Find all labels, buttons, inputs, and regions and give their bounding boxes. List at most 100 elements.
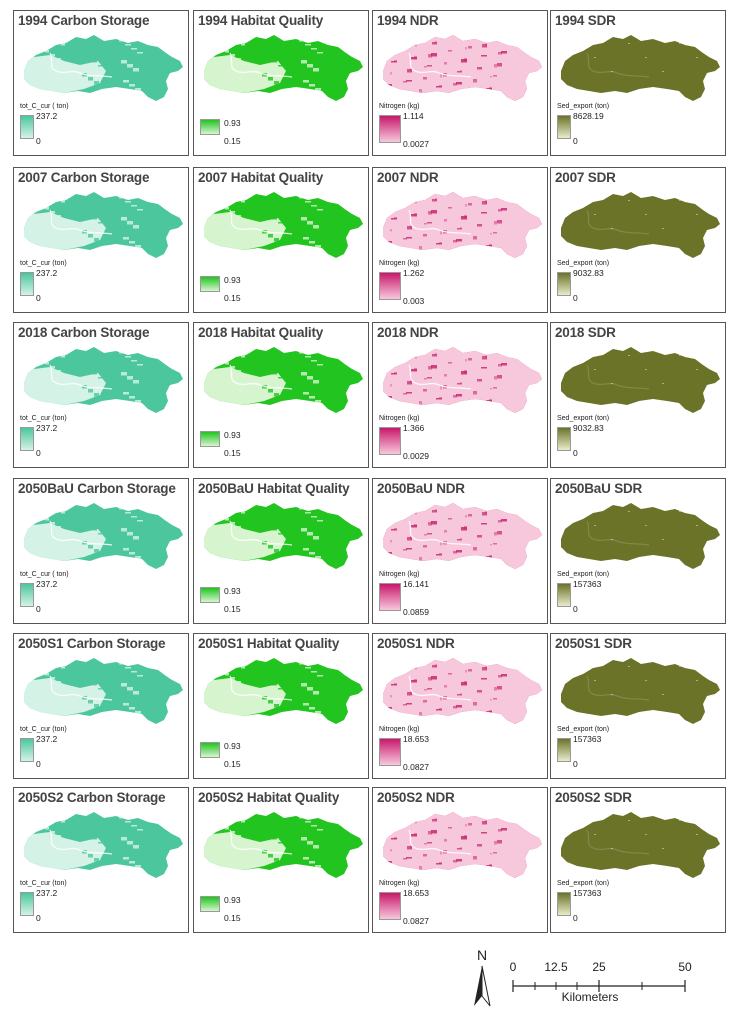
texture-patch [164, 244, 167, 246]
legend-label: Nitrogen (kg) [379, 571, 420, 578]
texture-patch [53, 386, 57, 388]
texture-patch [125, 821, 131, 823]
texture-patch [45, 50, 49, 53]
legend-color-ramp [200, 276, 220, 292]
texture-patch [315, 400, 321, 403]
scale-bar: 0 12.5 25 50 Kilometers [505, 960, 695, 1020]
texture-patch [468, 823, 472, 826]
texture-patch [84, 561, 89, 564]
watershed-area [561, 35, 720, 101]
texture-patch [407, 846, 412, 850]
texture-patch [440, 386, 442, 390]
texture-patch [385, 507, 387, 509]
texture-patch [303, 80, 309, 83]
texture-patch [427, 688, 432, 690]
texture-patch [45, 207, 49, 210]
texture-patch [264, 716, 269, 719]
sdr-map [561, 812, 720, 878]
texture-patch [26, 816, 29, 818]
texture-patch [502, 40, 507, 42]
legend-max-value: 237.2 [36, 579, 58, 589]
texture-patch [307, 221, 313, 225]
texture-patch [611, 71, 613, 72]
texture-patch [436, 863, 442, 865]
map-panel: 1994 Carbon Storage tot_C_cur ( ton) 237.2… [13, 10, 189, 156]
low-value-zone [383, 347, 542, 413]
hq-map [204, 812, 363, 878]
texture-patch [131, 671, 137, 673]
texture-patch [168, 228, 171, 231]
legend-label: Sed_export (ton) [557, 103, 610, 110]
panel-title: 2050S2 NDR [377, 790, 455, 805]
texture-patch [239, 390, 243, 392]
panel-title: 2050S1 Carbon Storage [18, 636, 166, 651]
texture-patch [264, 93, 269, 96]
panel-title: 2007 SDR [555, 170, 616, 185]
texture-patch [411, 525, 417, 528]
texture-patch [229, 402, 233, 406]
texture-patch [86, 525, 91, 527]
texture-patch [241, 819, 245, 823]
texture-patch [233, 386, 237, 388]
texture-patch [346, 363, 349, 367]
texture-patch [168, 383, 171, 386]
texture-patch [456, 82, 462, 85]
texture-patch [26, 507, 29, 509]
texture-patch [577, 820, 579, 821]
texture-patch [123, 80, 129, 83]
texture-patch [231, 211, 235, 214]
texture-patch [264, 870, 269, 873]
texture-patch [448, 518, 452, 520]
texture-patch [432, 510, 437, 513]
texture-patch [49, 90, 53, 94]
texture-patch [348, 71, 351, 74]
texture-patch [129, 396, 135, 399]
texture-patch [307, 841, 313, 845]
texture-patch [129, 241, 135, 244]
legend-min-value: 0 [573, 604, 578, 614]
texture-patch [452, 562, 457, 566]
texture-patch [231, 366, 235, 369]
texture-patch [299, 352, 305, 354]
legend-min-value: 0 [36, 913, 41, 923]
texture-patch [137, 829, 143, 831]
texture-patch [268, 700, 273, 704]
legend-min-value: 0.0859 [403, 607, 429, 617]
texture-patch [399, 870, 402, 873]
texture-patch [305, 512, 311, 514]
texture-patch [453, 860, 457, 863]
texture-patch [55, 871, 59, 875]
texture-patch [457, 539, 462, 541]
texture-patch [127, 687, 133, 691]
texture-patch [428, 211, 432, 215]
texture-patch [402, 715, 407, 718]
texture-patch [280, 85, 285, 89]
texture-patch [317, 829, 323, 831]
texture-patch [51, 366, 55, 369]
legend-min-value: 0.15 [224, 448, 241, 458]
texture-patch [486, 400, 492, 403]
hq-map [204, 192, 363, 258]
ndr-map [383, 192, 542, 258]
legend-color-ramp [379, 738, 401, 766]
cs-map [24, 35, 183, 101]
texture-patch [315, 865, 321, 868]
texture-patch [274, 393, 279, 397]
texture-patch [237, 681, 241, 684]
texture-patch [344, 864, 347, 866]
texture-patch [406, 80, 412, 82]
legend-label: Sed_export (ton) [557, 571, 610, 578]
texture-patch [158, 860, 161, 862]
texture-patch [90, 509, 95, 512]
texture-patch [394, 60, 397, 62]
map-panel: 2050S1 SDR Sed_export (ton) 157363 0 [550, 633, 726, 779]
texture-patch [399, 93, 402, 96]
texture-patch [348, 383, 351, 386]
svg-text:N: N [477, 948, 487, 963]
texture-patch [272, 373, 277, 375]
low-value-zone [24, 55, 106, 93]
texture-patch [239, 546, 243, 548]
texture-patch [268, 854, 273, 858]
texture-patch [98, 688, 103, 690]
texture-patch [100, 708, 105, 712]
